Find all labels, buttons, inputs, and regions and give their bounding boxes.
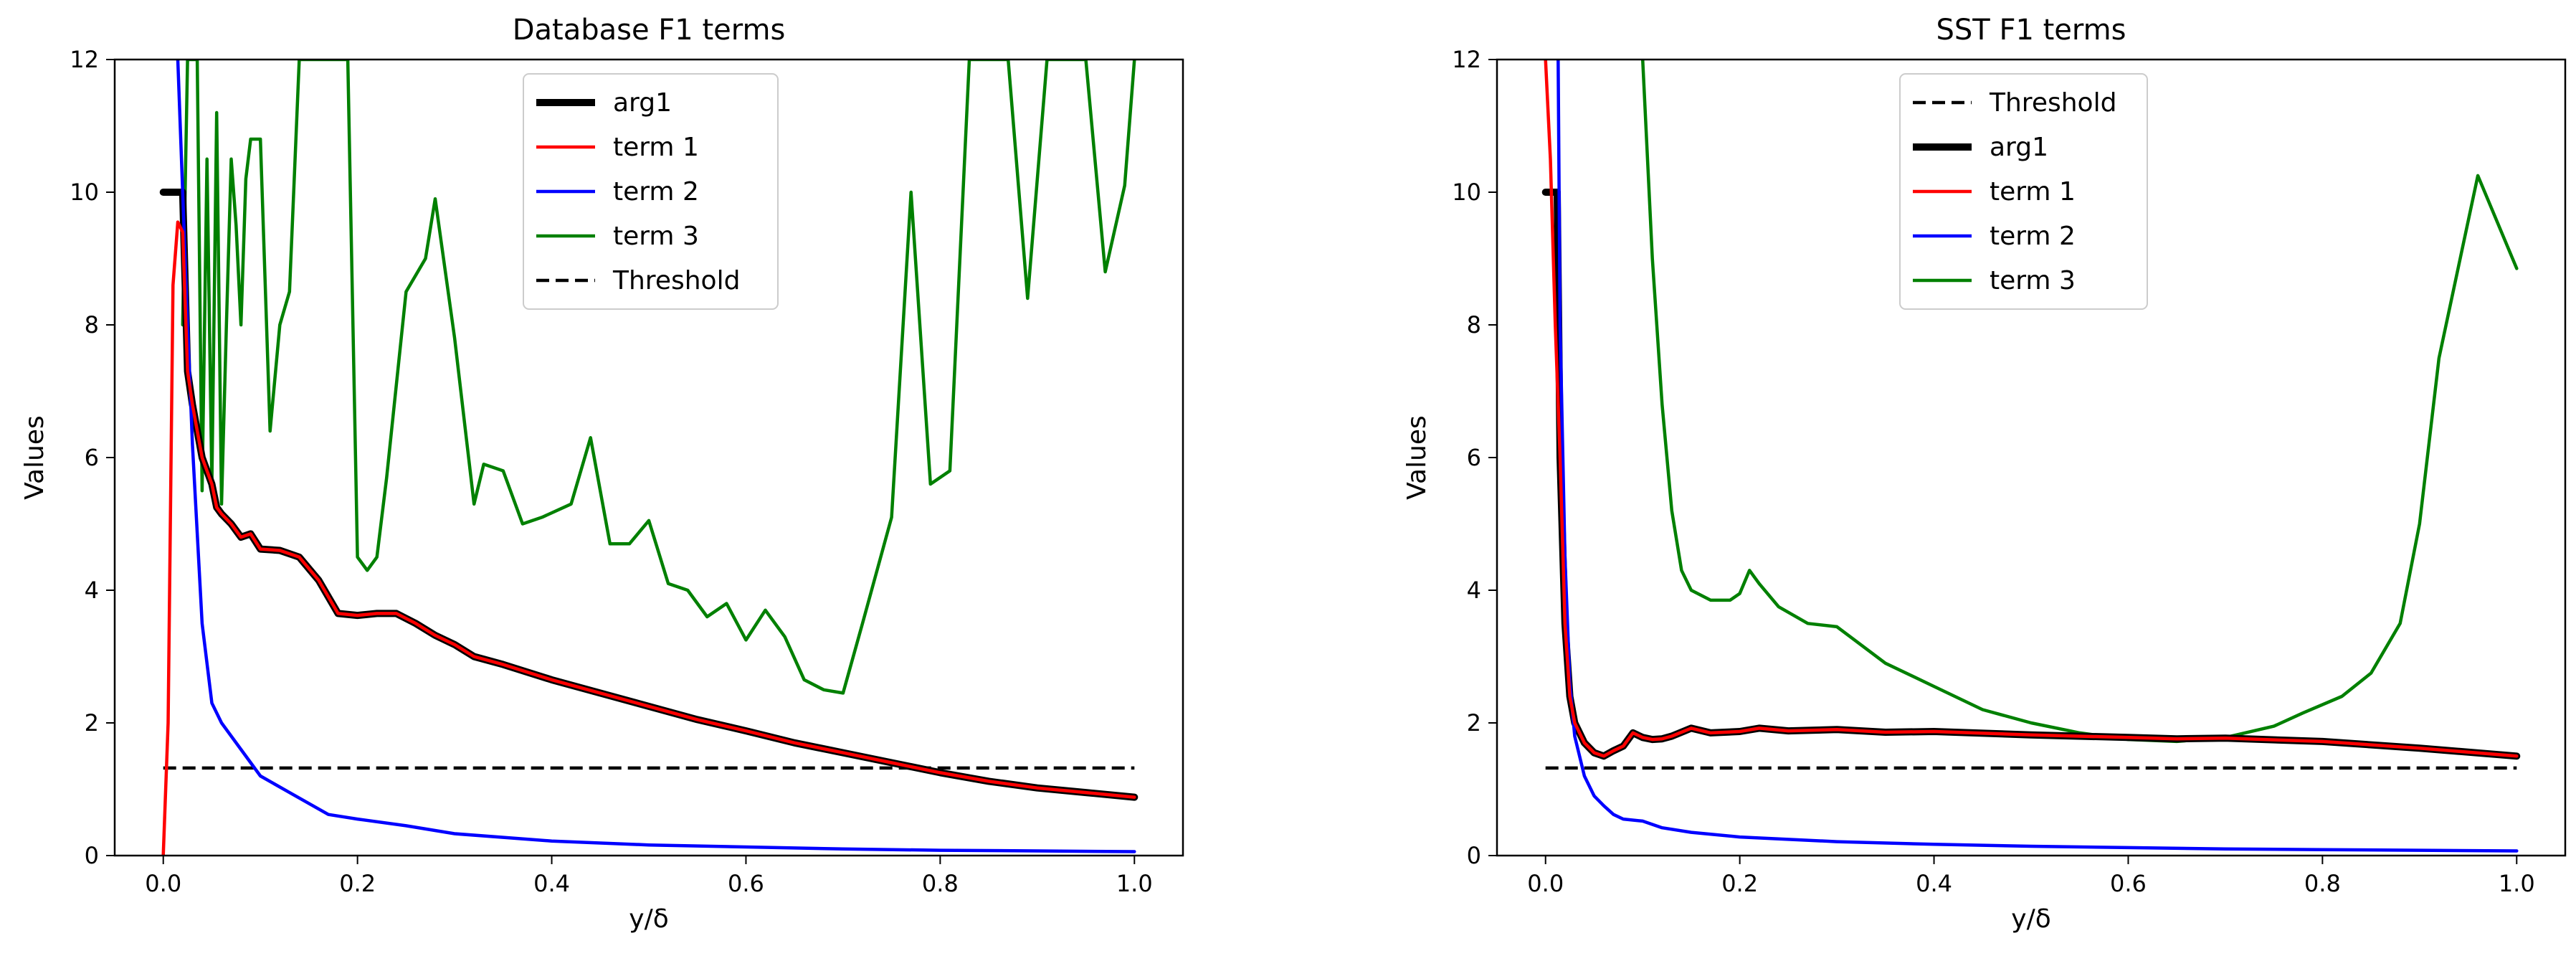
y-tick-label: 8 — [85, 311, 99, 339]
legend: arg1 term 1 term 2 term 3 Threshold — [523, 73, 779, 310]
series-line-term-2 — [176, 60, 1136, 853]
legend-label: term 3 — [613, 222, 699, 251]
x-tick-label: 0.2 — [1721, 870, 1758, 897]
y-tick-label: 4 — [85, 577, 99, 604]
y-tick-label: 10 — [1452, 179, 1481, 206]
x-tick-label: 0.8 — [922, 870, 959, 897]
plot-area — [1541, 60, 2521, 853]
series-line-term-1 — [161, 220, 1136, 856]
x-tick-label: 0.2 — [339, 870, 376, 897]
x-tick-label: 0.0 — [145, 870, 181, 897]
y-tick-label: 6 — [85, 444, 99, 471]
legend-label: term 1 — [1990, 177, 2076, 207]
x-tick-label: 0.8 — [2304, 870, 2341, 897]
legend: Threshold arg1 term 1 term 2 term 3 — [1899, 73, 2148, 310]
x-tick-label: 0.6 — [728, 870, 764, 897]
series-line-term-3 — [181, 60, 1136, 695]
legend-label: term 2 — [613, 177, 699, 207]
chart-title: SST F1 terms — [1936, 14, 2126, 47]
legend-label: term 1 — [613, 133, 699, 162]
y-tick-label: 12 — [70, 46, 99, 73]
x-axis-label: y/δ — [629, 904, 668, 934]
legend-label: Threshold — [1989, 88, 2116, 118]
x-axis-label: y/δ — [2011, 904, 2050, 934]
legend-label: arg1 — [1990, 133, 2048, 162]
y-tick-label: 12 — [1452, 46, 1481, 73]
plot-area — [159, 60, 1139, 856]
x-tick-label: 1.0 — [1116, 870, 1153, 897]
y-tick-label: 0 — [85, 842, 99, 869]
legend-label: arg1 — [613, 88, 672, 118]
y-tick-label: 8 — [1467, 311, 1481, 339]
y-tick-label: 6 — [1467, 444, 1481, 471]
y-tick-label: 10 — [70, 179, 99, 206]
legend-box — [1899, 73, 2148, 310]
y-tick-label: 2 — [1467, 709, 1481, 737]
y-tick-label: 0 — [1467, 842, 1481, 869]
series-line-term-1 — [1544, 60, 2519, 758]
x-tick-label: 0.6 — [2110, 870, 2147, 897]
y-tick-label: 2 — [85, 709, 99, 737]
y-tick-label: 4 — [1467, 577, 1481, 604]
legend-label: term 2 — [1990, 222, 2076, 251]
y-axis-label: Values — [20, 415, 49, 500]
x-tick-label: 0.4 — [1916, 870, 1952, 897]
chart-panel-2: 0.0 0.2 0.4 0.6 0.8 1.0 0 2 4 6 8 10 12 SST F1 terms y… — [1402, 14, 2567, 934]
series-line-term-3 — [1640, 60, 2519, 744]
chart-panel-1: 0.0 0.2 0.4 0.6 0.8 1.0 0 2 4 6 8 10 12 Database F1 t… — [20, 14, 1184, 934]
legend-box — [523, 73, 779, 310]
x-tick-label: 0.4 — [533, 870, 570, 897]
x-tick-label: 0.0 — [1527, 870, 1564, 897]
legend-label: term 3 — [1990, 266, 2076, 295]
chart-title: Database F1 terms — [513, 14, 786, 47]
y-axis-label: Values — [1402, 415, 1432, 500]
x-tick-label: 1.0 — [2499, 870, 2535, 897]
legend-label: Threshold — [612, 266, 740, 295]
